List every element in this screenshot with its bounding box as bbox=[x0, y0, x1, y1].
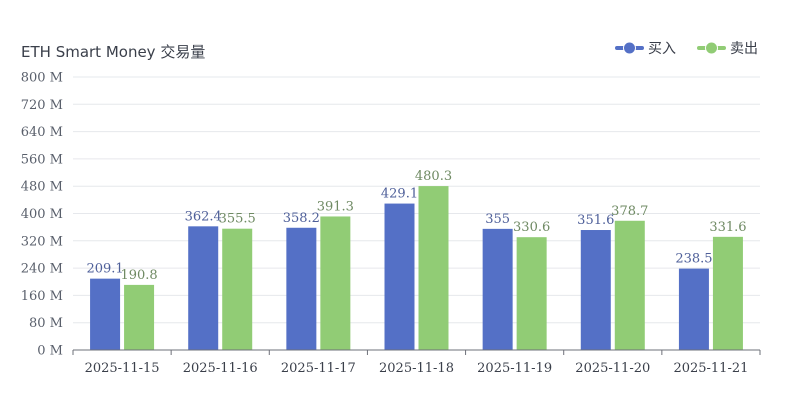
legend-item-buy[interactable]: 买入 bbox=[615, 41, 676, 57]
bar-value-label: 330.6 bbox=[513, 220, 550, 235]
bar-sell[interactable] bbox=[320, 216, 351, 350]
bar-sell[interactable] bbox=[124, 284, 155, 350]
bar-sell[interactable] bbox=[712, 236, 743, 350]
bar-value-label: 355.5 bbox=[219, 212, 256, 227]
y-tick-label: 320 M bbox=[21, 234, 63, 249]
x-tick-label: 2025-11-20 bbox=[575, 361, 650, 376]
chart-title: ETH Smart Money 交易量 bbox=[21, 43, 205, 61]
y-tick-label: 640 M bbox=[21, 125, 63, 140]
bar-buy[interactable] bbox=[286, 227, 317, 350]
bar-buy[interactable] bbox=[90, 278, 121, 350]
bars[interactable] bbox=[90, 186, 743, 350]
legend[interactable]: 买入 卖出 bbox=[615, 41, 758, 57]
y-tick-label: 80 M bbox=[29, 316, 63, 331]
bar-value-label: 190.8 bbox=[120, 268, 157, 283]
bar-value-label: 480.3 bbox=[415, 169, 452, 184]
y-tick-label: 400 M bbox=[21, 207, 63, 222]
bar-value-label: 209.1 bbox=[86, 262, 123, 277]
x-tick-label: 2025-11-17 bbox=[281, 361, 356, 376]
bar-value-label: 391.3 bbox=[317, 199, 354, 214]
y-tick-label: 800 M bbox=[21, 71, 63, 86]
legend-item-sell[interactable]: 卖出 bbox=[697, 41, 758, 57]
bar-sell[interactable] bbox=[418, 186, 449, 350]
y-tick-label: 0 M bbox=[37, 344, 63, 359]
bar-buy[interactable] bbox=[188, 226, 219, 350]
legend-dot-icon bbox=[623, 41, 636, 55]
bar-value-label: 378.7 bbox=[611, 204, 648, 219]
bar-buy[interactable] bbox=[678, 268, 709, 350]
x-tick-label: 2025-11-19 bbox=[477, 361, 552, 376]
x-axis: 2025-11-15 2025-11-16 2025-11-17 2025-11-18… bbox=[72, 349, 761, 376]
bar-value-label: 362.4 bbox=[185, 209, 222, 224]
bar-sell[interactable] bbox=[614, 220, 645, 350]
x-tick-label: 2025-11-18 bbox=[379, 361, 454, 376]
bar-value-label: 429.1 bbox=[381, 187, 418, 202]
grid-lines bbox=[73, 76, 760, 324]
y-axis: 0 M 80 M 160 M 240 M 320 M 400 M 480 M 560 M 640… bbox=[21, 71, 63, 359]
legend-dot-icon bbox=[705, 41, 718, 55]
bar-value-label: 238.5 bbox=[675, 252, 712, 267]
bar-buy[interactable] bbox=[580, 230, 611, 350]
bar-buy[interactable] bbox=[482, 228, 513, 350]
x-tick-label: 2025-11-21 bbox=[673, 361, 748, 376]
bar-value-label: 351.6 bbox=[577, 213, 614, 228]
y-tick-label: 480 M bbox=[21, 180, 63, 195]
y-tick-label: 240 M bbox=[21, 262, 63, 277]
legend-label: 买入 bbox=[648, 41, 676, 57]
bar-value-label: 331.6 bbox=[709, 220, 746, 235]
legend-label: 卖出 bbox=[730, 41, 758, 57]
y-tick-label: 160 M bbox=[21, 289, 63, 304]
x-tick-label: 2025-11-16 bbox=[183, 361, 258, 376]
bar-sell[interactable] bbox=[222, 228, 253, 350]
bar-sell[interactable] bbox=[516, 237, 547, 350]
x-tick-label: 2025-11-15 bbox=[85, 361, 160, 376]
bar-value-label: 358.2 bbox=[283, 211, 320, 226]
y-tick-label: 720 M bbox=[21, 98, 63, 113]
bar-buy[interactable] bbox=[384, 203, 415, 350]
bar-value-label: 355 bbox=[485, 212, 510, 227]
y-tick-label: 560 M bbox=[21, 152, 63, 167]
